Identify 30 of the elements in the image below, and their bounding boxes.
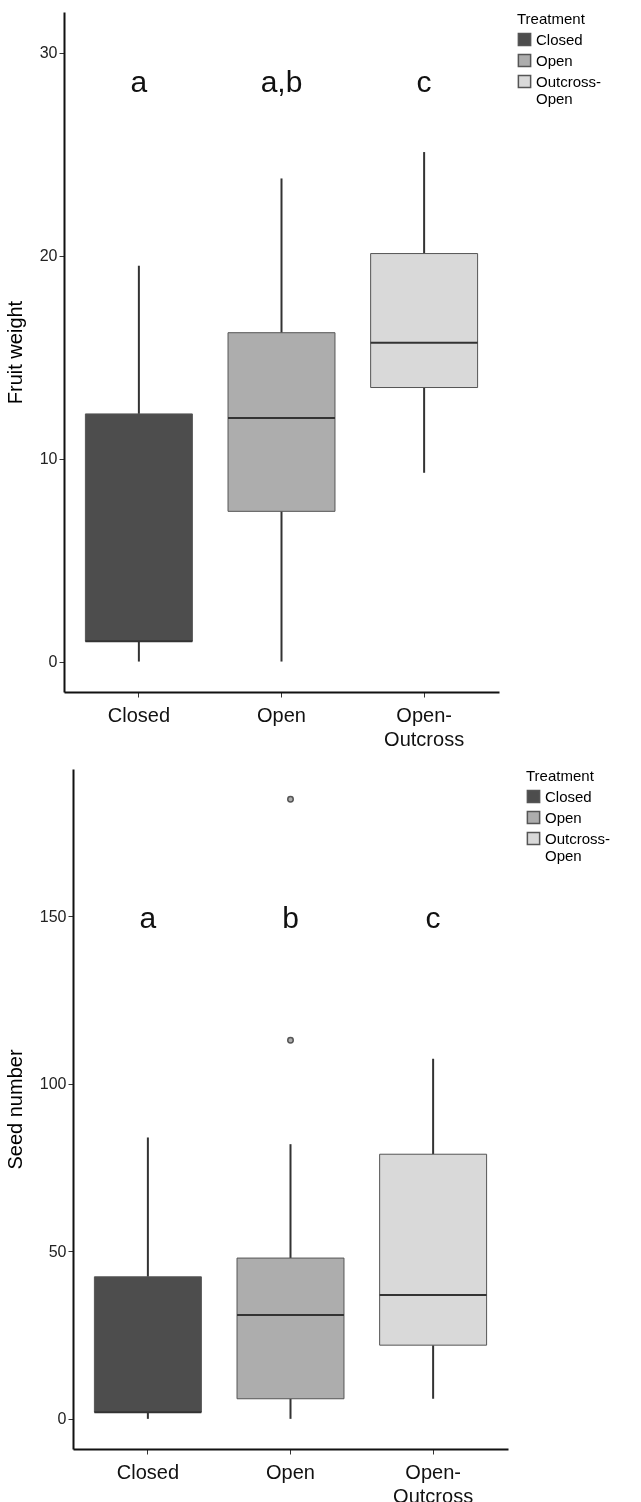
annotation: c bbox=[425, 900, 441, 934]
y-tick-label: 30 bbox=[39, 44, 58, 62]
y-tick-label: 10 bbox=[39, 450, 58, 468]
y-tick-label: 0 bbox=[57, 1410, 67, 1428]
y-tick-label: 50 bbox=[48, 1242, 67, 1260]
legend-label: Open bbox=[536, 51, 573, 69]
y-tick-label: 0 bbox=[48, 653, 58, 671]
x-tick-label: Closed bbox=[107, 703, 171, 726]
legend-label: Outcross-Open bbox=[545, 829, 611, 864]
x-tick-label: Open-Outcross bbox=[384, 703, 465, 750]
annotation: a bbox=[130, 65, 148, 99]
legend-title: Treatment bbox=[526, 767, 595, 784]
annotation: c bbox=[416, 65, 432, 99]
legend-label: Open bbox=[545, 808, 582, 826]
y-tick-label: 150 bbox=[39, 907, 67, 925]
legend-label: Closed bbox=[536, 30, 583, 48]
annotation: a,b bbox=[260, 65, 303, 99]
annotation: b bbox=[282, 900, 299, 934]
x-tick-label: Open bbox=[257, 703, 306, 726]
y-tick-label: 20 bbox=[39, 247, 58, 265]
y-axis-title: Fruit weight bbox=[3, 300, 26, 405]
legend-title: Treatment bbox=[517, 10, 586, 27]
legend-label: Closed bbox=[545, 787, 592, 805]
x-tick-label: Closed bbox=[116, 1460, 180, 1483]
legend-label: Outcross-Open bbox=[536, 72, 602, 107]
annotation: a bbox=[139, 900, 157, 934]
x-tick-label: Open bbox=[266, 1460, 315, 1483]
x-tick-label: Open-Outcross bbox=[393, 1460, 474, 1502]
y-axis-title: Seed number bbox=[3, 1049, 26, 1170]
y-tick-label: 100 bbox=[39, 1075, 67, 1093]
